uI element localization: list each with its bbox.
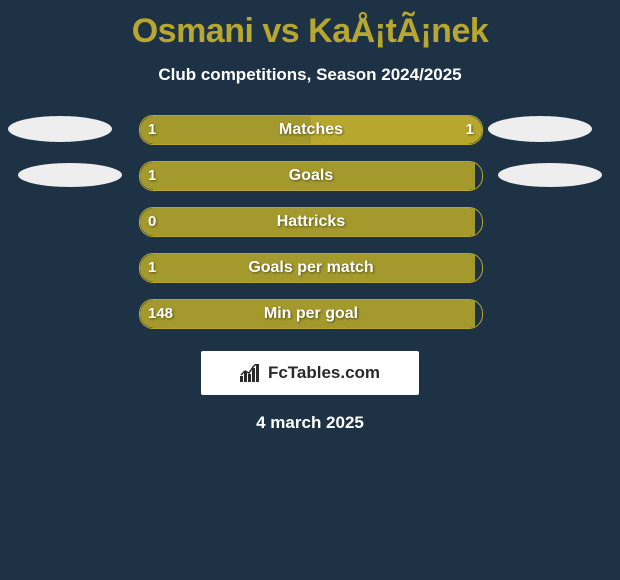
bar-fill-left bbox=[140, 300, 475, 328]
page-title: Osmani vs KaÅ¡tÃ¡nek bbox=[0, 12, 620, 51]
stat-value-left: 1 bbox=[148, 116, 156, 144]
stat-bar: 0Hattricks bbox=[139, 207, 483, 237]
stat-row: 1Goals bbox=[0, 161, 620, 199]
logo-text: FcTables.com bbox=[268, 363, 380, 383]
stat-row: 11Matches bbox=[0, 115, 620, 153]
player-marker-left bbox=[18, 163, 122, 187]
stat-value-left: 148 bbox=[148, 300, 173, 328]
stat-row: 148Min per goal bbox=[0, 299, 620, 337]
stat-bar: 1Goals bbox=[139, 161, 483, 191]
stats-rows: 11Matches1Goals0Hattricks1Goals per matc… bbox=[0, 115, 620, 337]
stat-value-left: 1 bbox=[148, 162, 156, 190]
player-marker-right bbox=[498, 163, 602, 187]
stat-row: 0Hattricks bbox=[0, 207, 620, 245]
bar-fill-left bbox=[140, 162, 475, 190]
stat-bar: 148Min per goal bbox=[139, 299, 483, 329]
comparison-widget: Osmani vs KaÅ¡tÃ¡nek Club competitions, … bbox=[0, 0, 620, 433]
date-text: 4 march 2025 bbox=[0, 413, 620, 433]
stat-value-left: 1 bbox=[148, 254, 156, 282]
logo-box[interactable]: FcTables.com bbox=[201, 351, 419, 395]
bar-fill-left bbox=[140, 208, 475, 236]
bar-fill-left bbox=[140, 116, 311, 144]
player-marker-left bbox=[8, 116, 112, 142]
stat-value-left: 0 bbox=[148, 208, 156, 236]
player-marker-right bbox=[488, 116, 592, 142]
stat-bar: 11Matches bbox=[139, 115, 483, 145]
stat-value-right: 1 bbox=[466, 116, 474, 144]
subtitle: Club competitions, Season 2024/2025 bbox=[0, 65, 620, 85]
stat-bar: 1Goals per match bbox=[139, 253, 483, 283]
bar-fill-left bbox=[140, 254, 475, 282]
stat-row: 1Goals per match bbox=[0, 253, 620, 291]
bars-icon bbox=[240, 364, 262, 382]
bar-fill-right bbox=[311, 116, 482, 144]
